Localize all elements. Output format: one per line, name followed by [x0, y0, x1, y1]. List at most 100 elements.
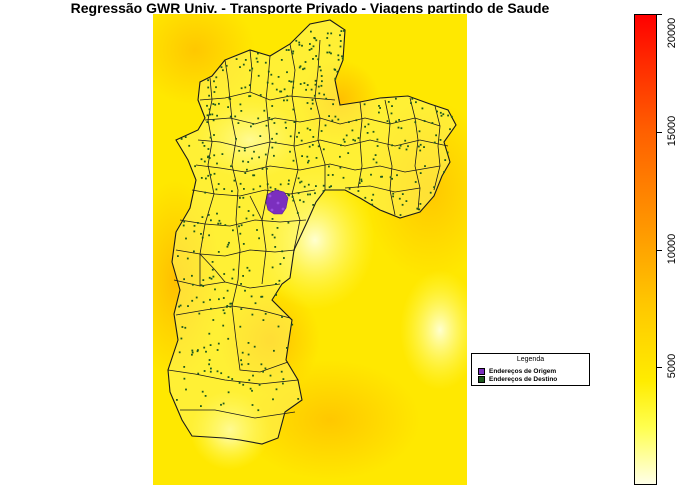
destination-point: [322, 184, 325, 187]
destination-point: [248, 84, 251, 87]
destination-point: [296, 135, 298, 138]
destination-point: [298, 41, 301, 44]
legend-box: Legenda Endereços de Origem Endereços de…: [471, 353, 590, 386]
destination-point: [260, 363, 263, 366]
destination-point: [279, 183, 282, 186]
destination-point: [207, 174, 210, 177]
destination-point: [176, 399, 178, 401]
destination-point: [317, 85, 320, 88]
destination-point: [204, 191, 207, 194]
destination-point: [213, 154, 216, 157]
destination-point: [291, 323, 294, 326]
destination-point: [240, 283, 242, 285]
destination-point: [183, 377, 186, 380]
destination-point: [209, 370, 212, 373]
destination-point: [374, 154, 377, 156]
legend-title: Legenda: [516, 356, 545, 363]
destination-point: [298, 43, 301, 46]
destination-point: [209, 298, 211, 301]
destination-point: [388, 122, 391, 125]
destination-point: [238, 206, 241, 208]
destination-point: [232, 268, 235, 271]
destination-point: [312, 58, 314, 60]
destination-point: [188, 144, 191, 147]
destination-point: [204, 395, 207, 397]
destination-point: [307, 161, 309, 164]
destination-point: [217, 342, 220, 345]
destination-point: [286, 99, 289, 102]
destination-point: [364, 125, 366, 128]
origin-point: [268, 194, 272, 198]
destination-point: [241, 351, 244, 354]
destination-point: [314, 79, 317, 82]
destination-point: [292, 50, 295, 53]
destination-point: [337, 118, 340, 121]
destination-point: [347, 152, 350, 154]
destination-point: [239, 197, 241, 199]
destination-point: [279, 90, 281, 93]
destination-point: [242, 383, 245, 386]
destination-point: [300, 180, 303, 183]
destination-point: [401, 203, 404, 206]
colorbar-tick: [657, 367, 662, 369]
destination-point: [339, 166, 342, 169]
destination-point: [261, 295, 264, 298]
destination-point: [443, 171, 445, 173]
destination-point: [275, 294, 277, 296]
destination-point: [219, 222, 222, 225]
destination-point: [195, 296, 198, 299]
destination-point: [230, 302, 233, 305]
destination-point: [311, 102, 314, 105]
destination-point: [290, 80, 292, 83]
destination-point: [411, 97, 414, 100]
destination-point: [249, 95, 252, 97]
destination-point: [307, 159, 310, 162]
destination-point: [180, 138, 183, 140]
destination-point: [228, 241, 230, 244]
destination-point: [320, 130, 323, 132]
destination-point: [240, 308, 243, 310]
destination-point: [389, 176, 392, 179]
destination-point: [198, 312, 201, 315]
destination-point: [439, 111, 442, 114]
destination-point: [264, 153, 267, 156]
destination-point: [180, 337, 183, 340]
destination-point: [207, 155, 210, 158]
destination-point: [339, 45, 342, 48]
destination-point: [301, 155, 303, 157]
destination-point: [380, 175, 382, 178]
destination-point: [203, 145, 206, 147]
destination-point: [339, 155, 341, 158]
destination-point: [240, 359, 242, 362]
destination-point: [209, 113, 211, 116]
destination-point: [324, 124, 327, 127]
destination-point: [243, 147, 246, 149]
destination-point: [286, 71, 288, 74]
destination-point: [269, 374, 272, 377]
destination-point: [328, 165, 330, 168]
destination-point: [314, 83, 317, 86]
destination-point: [240, 110, 243, 112]
destination-point: [186, 257, 189, 260]
destination-point: [345, 134, 348, 137]
destination-point: [209, 344, 212, 346]
destination-point: [184, 326, 187, 329]
destination-point: [201, 141, 204, 144]
destination-point: [440, 114, 443, 117]
destination-point: [183, 278, 185, 281]
destination-point: [387, 101, 390, 103]
colorbar-tick: [657, 131, 662, 133]
destination-point: [391, 105, 393, 107]
destination-point: [391, 144, 393, 147]
destination-point: [222, 309, 225, 312]
destination-point: [196, 350, 199, 353]
destination-point: [207, 148, 210, 150]
destination-point: [354, 139, 356, 142]
destination-point: [308, 145, 311, 148]
destination-point: [177, 255, 179, 257]
destination-point: [234, 115, 237, 118]
destination-point: [320, 84, 323, 87]
destination-point: [308, 49, 311, 51]
destination-point: [210, 367, 212, 370]
destination-point: [321, 80, 323, 83]
